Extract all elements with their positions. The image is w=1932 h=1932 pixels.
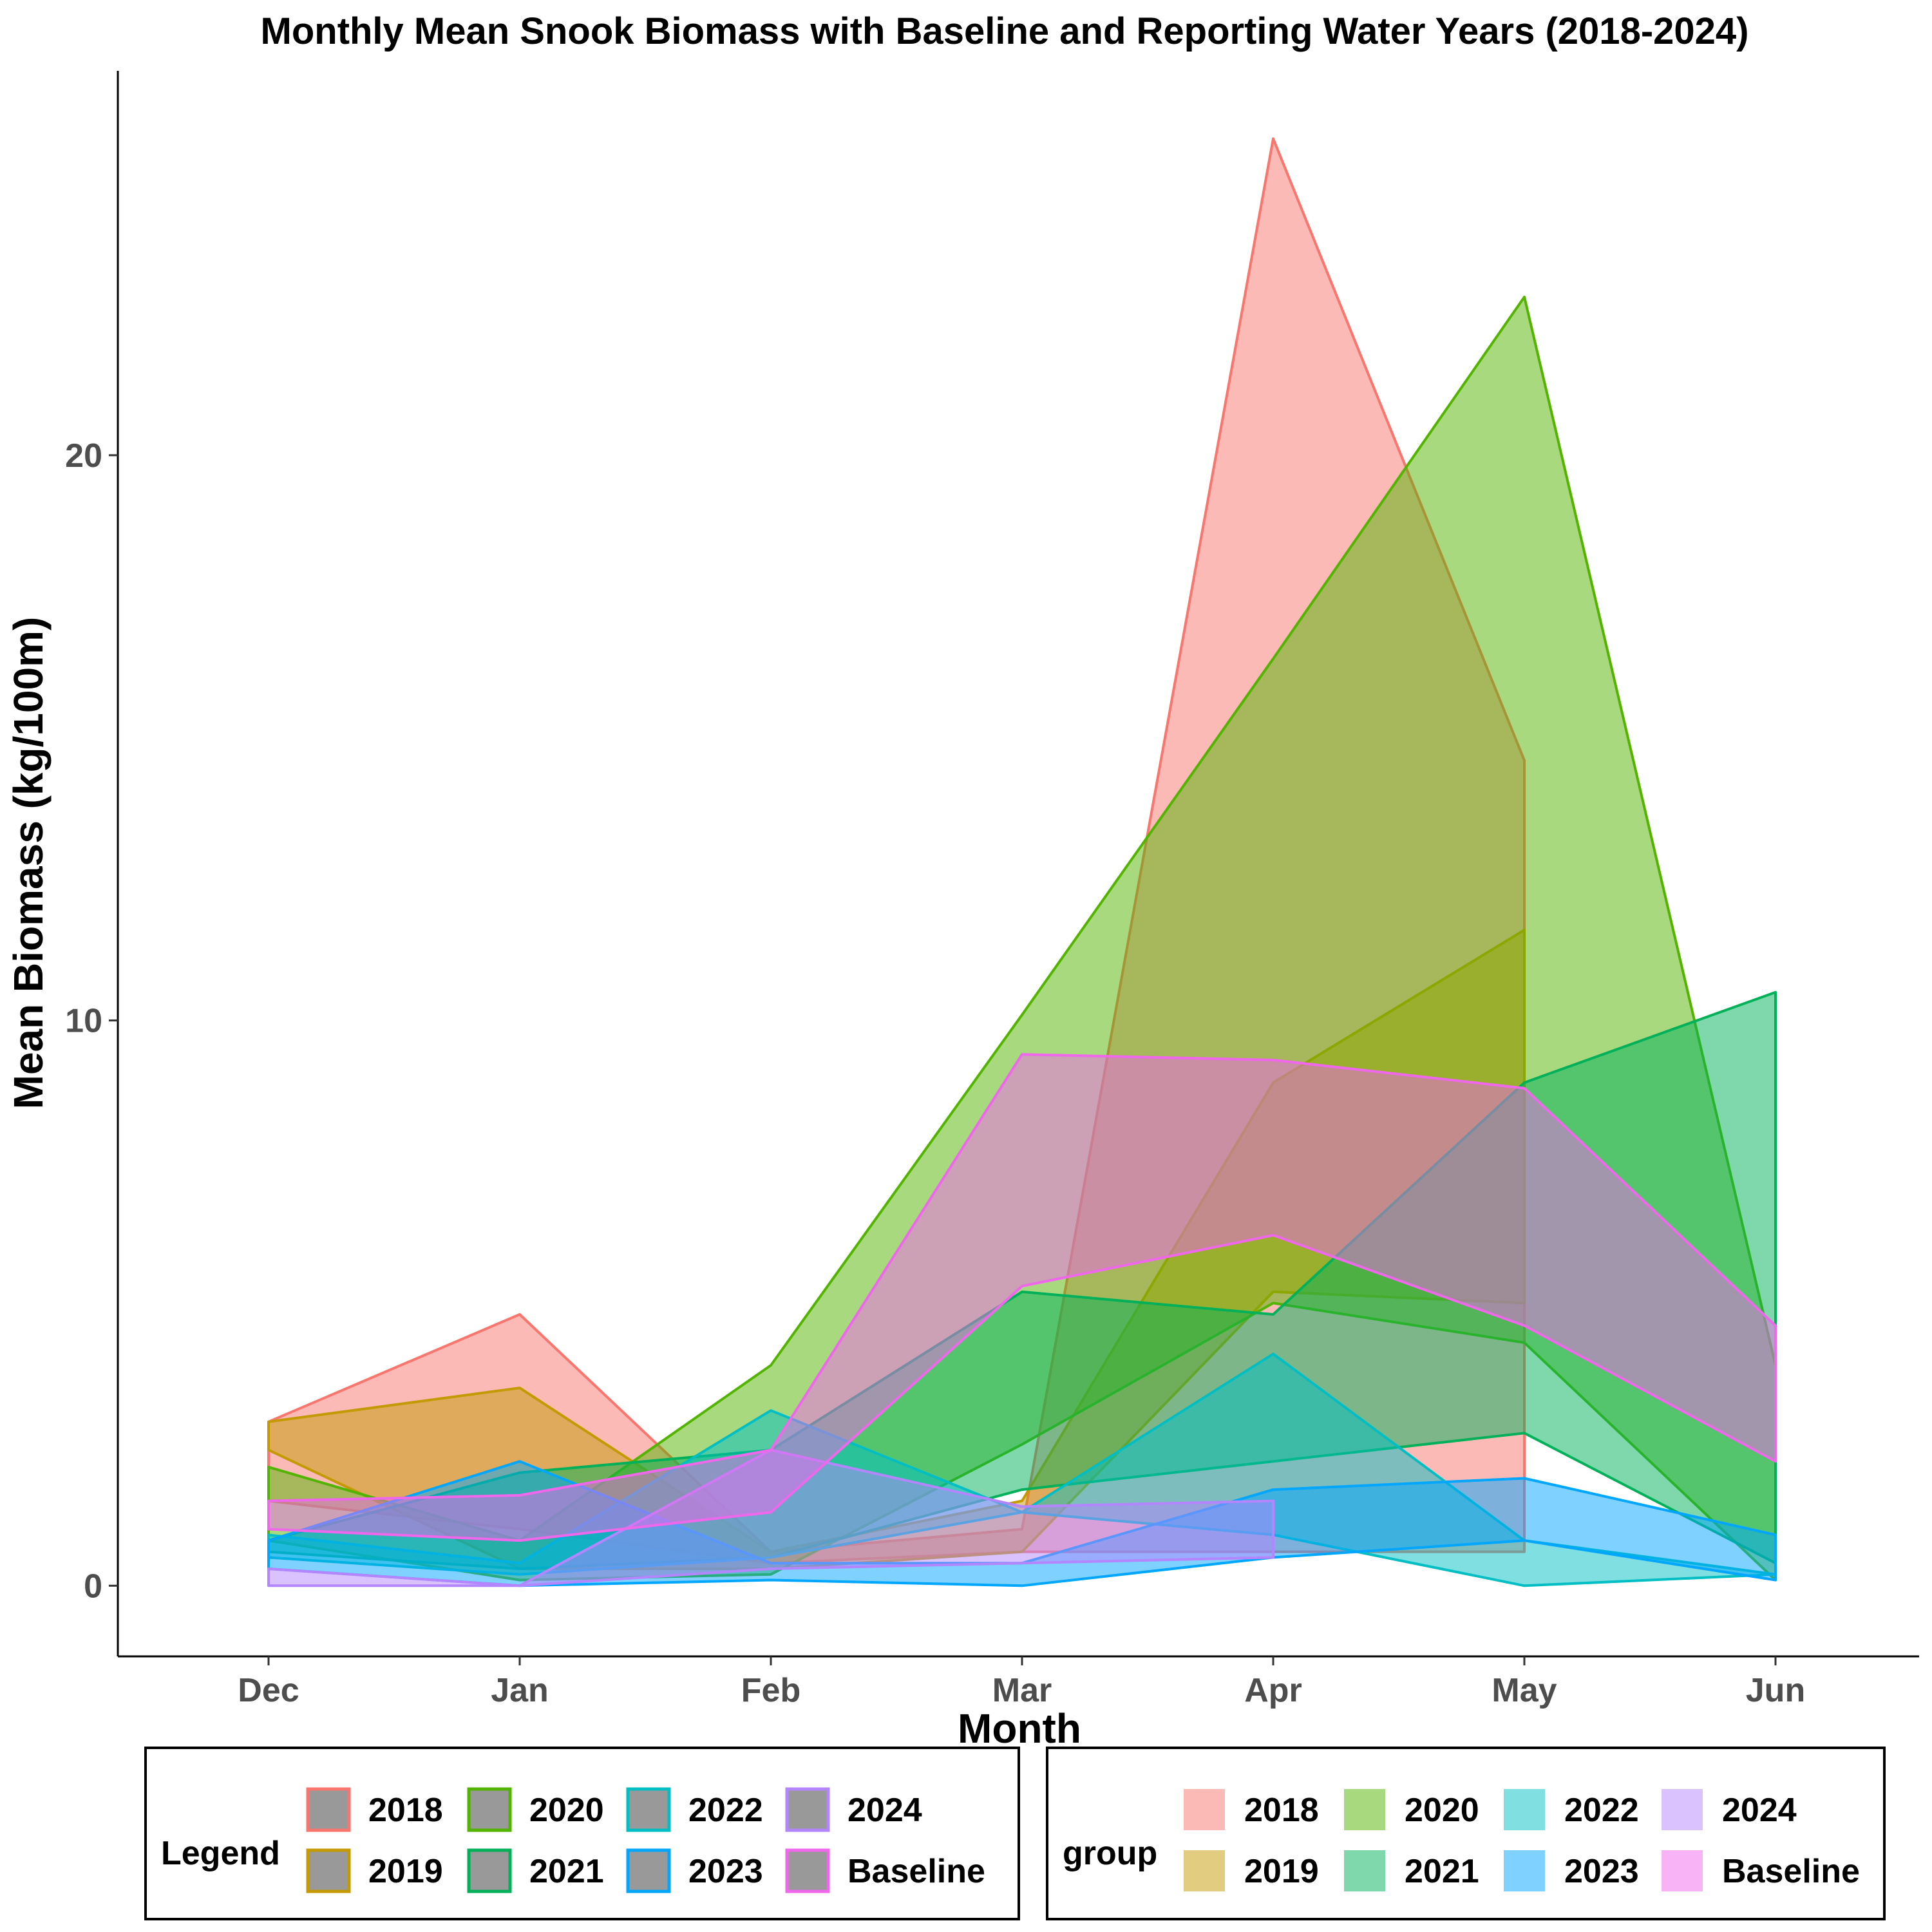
legend-key-2023 [1504,1850,1545,1891]
legend-title: group [1063,1835,1157,1872]
x-tick-label: Jan [491,1672,549,1709]
plot-series [267,137,1777,1587]
y-axis-title: Mean Biomass (kg/100m) [5,617,52,1110]
x-tick-label: Jun [1746,1672,1805,1709]
legend-label-baseline: Baseline [848,1853,985,1890]
series-baseline-ribbon [267,1053,1777,1542]
legend-key-2022 [626,1787,671,1832]
legend-key-2019 [306,1848,351,1893]
legend-key-2019 [1184,1850,1225,1891]
x-tick-label: Mar [992,1672,1052,1709]
legend-box [144,1747,1020,1920]
legend-key-2023 [626,1848,671,1893]
legend-fill-colors: group 2018 2019 2020 2021 2022 2023 2024 Baseli… [1046,1747,1886,1920]
legend-label-baseline: Baseline [1722,1853,1860,1890]
y-tick-label: 10 [65,1003,102,1040]
legend-label-2019: 2019 [368,1853,443,1890]
legend-label-2021: 2021 [1405,1853,1479,1890]
legend-key-2018 [1184,1789,1225,1830]
legend-label-2021: 2021 [529,1853,604,1890]
legend-label-2020: 2020 [529,1792,604,1829]
legend-label-2019: 2019 [1244,1853,1319,1890]
x-ticks: Dec Jan Feb Mar Apr May Jun [238,1656,1805,1709]
x-tick-label: May [1492,1672,1557,1709]
y-tick-label: 0 [84,1567,102,1605]
legend-key-2020 [467,1787,512,1832]
legend-line-colors: Legend 2018 2019 2020 2021 2022 2023 2024 Basel… [144,1747,1020,1920]
legend-key-2024 [785,1787,830,1832]
legend-label-2023: 2023 [688,1853,763,1890]
x-axis-title: Month [958,1705,1081,1752]
legend-key-2020 [1344,1789,1385,1830]
legend-key-2021 [467,1848,512,1893]
legend-label-2020: 2020 [1405,1792,1479,1829]
y-tick-label: 20 [65,437,102,475]
legend-label-2024: 2024 [848,1792,922,1829]
chart-title: Monthly Mean Snook Biomass with Baseline… [261,10,1749,52]
legend-label-2024: 2024 [1722,1792,1797,1829]
legend-label-2022: 2022 [1564,1792,1639,1829]
legend-key-2022 [1504,1789,1545,1830]
legend-key-baseline [1662,1850,1703,1891]
legend-label-2018: 2018 [1244,1792,1319,1829]
legend-label-2018: 2018 [368,1792,443,1829]
legend-title: Legend [161,1835,280,1872]
legend-key-2024 [1662,1789,1703,1830]
legend-key-2021 [1344,1850,1385,1891]
legend-label-2022: 2022 [688,1792,763,1829]
legend-key-2018 [306,1787,351,1832]
x-tick-label: Apr [1244,1672,1302,1709]
x-tick-label: Feb [741,1672,800,1709]
x-tick-label: Dec [238,1672,299,1709]
legend-box [1046,1747,1886,1920]
legend-label-2023: 2023 [1564,1853,1639,1890]
y-ticks: 0 10 20 [65,437,118,1605]
legend-key-baseline [785,1848,830,1893]
